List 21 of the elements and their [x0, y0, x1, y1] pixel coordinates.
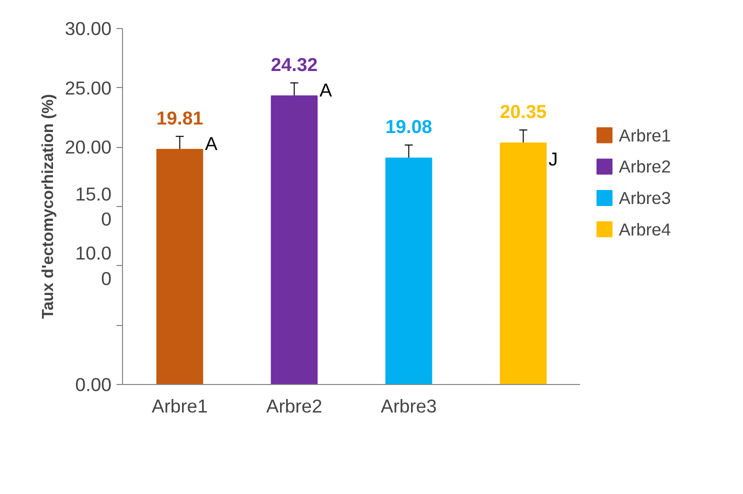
legend-label: Arbre1 [618, 125, 671, 146]
annotation: A [319, 79, 332, 100]
annotation: A [204, 132, 218, 154]
y-tick-label: 25.00 [64, 77, 112, 98]
data-label: 19.81 [156, 107, 204, 128]
y-tick-label: 15.0 0 [75, 183, 112, 230]
y-tick-label: 0.00 [75, 374, 112, 395]
data-label: 19.08 [385, 116, 432, 138]
y-axis-title: Taux d'ectomycorhization (%) [40, 94, 57, 319]
y-tick-label: 10.0 0 [75, 242, 112, 289]
x-tick-label: Arbre2 [266, 396, 322, 416]
annotation: J [548, 148, 558, 170]
data-label: 20.35 [500, 100, 547, 122]
y-tick-label: 30.00 [64, 18, 112, 39]
data-label: 24.32 [270, 54, 318, 75]
legend-label: Arbre4 [618, 219, 672, 240]
legend-label: Arbre2 [618, 156, 671, 177]
x-tick-label: Arbre3 [380, 396, 437, 416]
legend-label: Arbre3 [618, 188, 671, 208]
x-tick-label: Arbre1 [152, 396, 208, 416]
y-tick-label: 20.00 [64, 136, 112, 158]
